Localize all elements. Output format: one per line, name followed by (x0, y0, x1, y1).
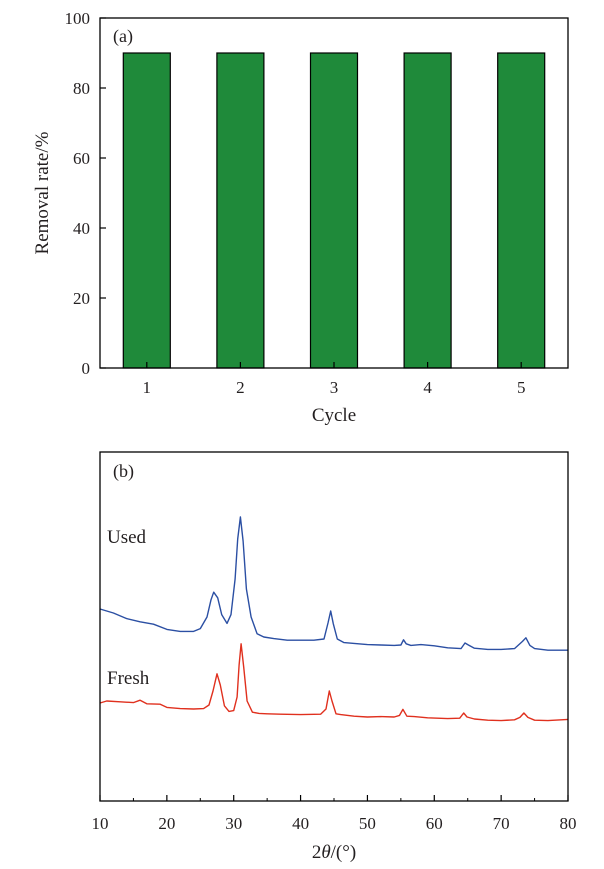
panel-a-frame (99, 17, 569, 369)
x-tick-label: 50 (359, 814, 376, 833)
series-line-used (99, 516, 568, 651)
bar-cycle-4 (403, 52, 452, 369)
panel-label-b: (b) (113, 461, 134, 482)
x-axis-label-theta: θ (321, 842, 330, 863)
bar-cycle-3 (309, 52, 359, 369)
x-tick-label: 1 (143, 378, 152, 397)
y-tick-label: 0 (82, 359, 91, 378)
y-tick-label: 80 (73, 79, 90, 98)
x-tick-label: 4 (423, 378, 432, 397)
x-tick-label: 80 (560, 814, 577, 833)
y-tick-label: 20 (73, 289, 90, 308)
x-axis-label: 2θ/(°) (312, 842, 356, 863)
y-tick-label: 60 (73, 149, 90, 168)
x-tick-label: 20 (158, 814, 175, 833)
series-label-fresh: Fresh (107, 668, 150, 689)
x-axis-label: Cycle (312, 405, 356, 426)
panel-label-a: (a) (113, 26, 133, 47)
x-tick-label: 10 (92, 814, 109, 833)
bar-cycle-5 (497, 52, 546, 369)
y-axis-label: Removal rate/% (32, 131, 53, 254)
y-tick-label: 40 (73, 219, 90, 238)
bar-cycle-2 (216, 52, 265, 369)
x-tick-label: 70 (493, 814, 510, 833)
x-axis-label-post: /(°) (331, 842, 357, 863)
bar-cycle-1 (122, 52, 171, 369)
y-tick-label: 100 (65, 9, 91, 28)
x-tick-label: 40 (292, 814, 309, 833)
x-tick-label: 2 (236, 378, 245, 397)
panel-b-frame (99, 451, 569, 802)
x-tick-label: 3 (330, 378, 339, 397)
series-label-used: Used (107, 527, 147, 548)
x-axis-label-pre: 2 (312, 842, 322, 863)
x-tick-label: 5 (517, 378, 526, 397)
panel-a: 1 2 3 4 5 0 20 40 60 80 100 (a) Cycle Removal rate/% (32, 9, 569, 426)
x-tick-label: 30 (225, 814, 242, 833)
panel-b: Used Fresh 10 20 30 40 50 60 70 80 (b) 2θ/(°) (92, 451, 577, 863)
x-tick-label: 60 (426, 814, 443, 833)
series-line-fresh (99, 643, 569, 722)
